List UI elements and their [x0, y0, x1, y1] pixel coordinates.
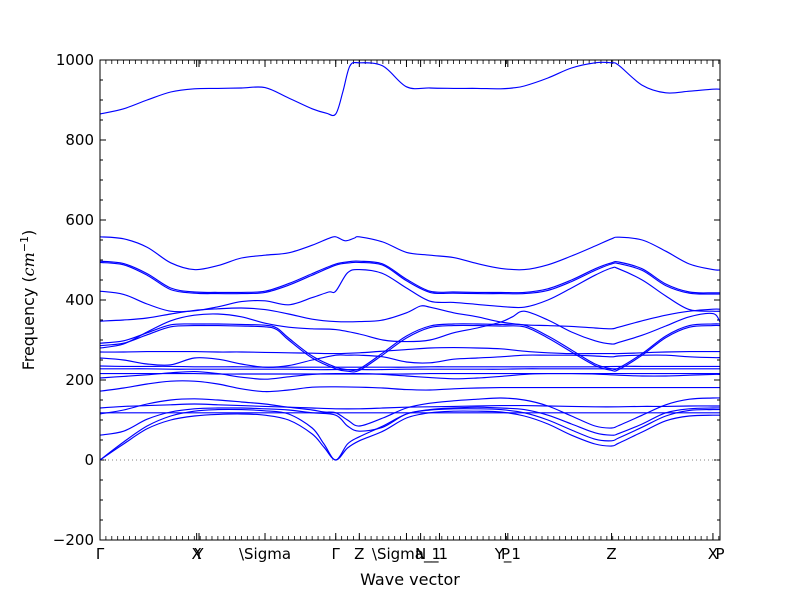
y-axis-title-unit-exp: −1	[18, 236, 31, 252]
band-line-21	[99, 410, 721, 461]
y-axis-ticks: −200 0 200 400 600 800 1000	[53, 51, 720, 549]
band-line-10	[99, 354, 721, 368]
band-line-2	[99, 260, 721, 294]
band-line-12	[99, 368, 720, 371]
y-tick-label-1: 0	[84, 451, 94, 469]
y-tick-label-2: 200	[65, 371, 94, 389]
band-line-1	[99, 236, 721, 271]
y-axis-title-unit: cm	[19, 252, 38, 276]
x-tick-label-4: Γ	[332, 545, 341, 563]
band-series-group	[99, 61, 721, 461]
band-line-5	[99, 305, 721, 330]
x-tick-label-1: X	[192, 545, 202, 563]
x-tick-label-12: X	[708, 545, 718, 563]
x-tick-label-0: Γ	[96, 545, 105, 563]
x-tick-label-13: P	[715, 545, 724, 563]
x-tick-label-5: Z	[354, 545, 364, 563]
x-axis-ticks: Γ XY \Sigma Γ Z \Sigma_1N _1 PY_1 Z XP	[96, 60, 725, 564]
band-line-15	[99, 380, 720, 393]
y-axis-title: Frequency (cm−1)	[18, 230, 39, 371]
band-line-20	[99, 408, 721, 461]
x-tick-label-7: N	[415, 545, 426, 563]
band-line-7	[99, 324, 721, 373]
x-tick-label-3: \Sigma	[239, 545, 291, 563]
y-axis-title-main: Frequency	[19, 288, 38, 371]
band-line-9	[99, 347, 720, 355]
band-line-6	[99, 323, 721, 371]
x-tick-label-10: Y_1	[494, 545, 521, 564]
y-tick-label-6: 1000	[56, 51, 94, 69]
x-tick-label-2: Y	[193, 545, 204, 563]
band-line-3	[99, 261, 721, 295]
band-line-16	[99, 403, 720, 410]
band-line-8	[99, 310, 721, 349]
x-tick-label-9: P	[501, 545, 510, 563]
band-line-11	[99, 365, 720, 368]
band-line-14	[99, 371, 721, 380]
y-tick-label-0: −200	[53, 531, 94, 549]
y-tick-label-5: 800	[65, 131, 94, 149]
x-axis-title: Wave vector	[360, 570, 460, 589]
x-tick-label-8: _1	[430, 545, 448, 564]
plot-frame	[99, 59, 721, 541]
x-tick-label-6: \Sigma_1	[372, 545, 441, 564]
y-tick-label-4: 600	[65, 211, 94, 229]
band-line-0	[99, 61, 721, 117]
x-tick-label-11: Z	[606, 545, 616, 563]
band-line-18	[99, 397, 721, 429]
y-tick-label-3: 400	[65, 291, 94, 309]
band-line-4	[99, 266, 721, 313]
